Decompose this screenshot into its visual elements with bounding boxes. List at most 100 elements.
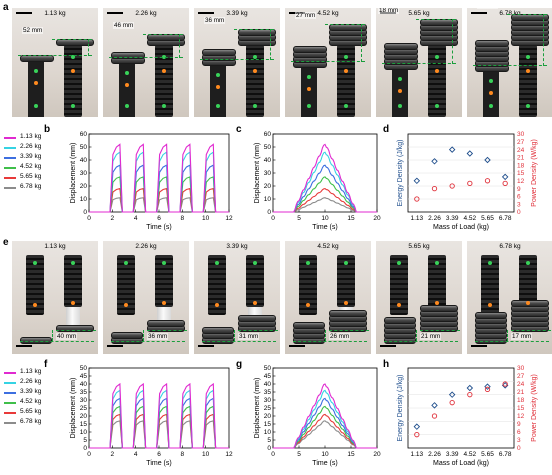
x-tick-label: 0	[87, 215, 91, 222]
gap-label: 46 mm	[113, 22, 135, 29]
gap-label: 26 mm	[329, 333, 351, 340]
y-tick-label: 40	[80, 157, 88, 164]
marker-green	[34, 69, 38, 73]
actuator-right	[246, 255, 264, 307]
x-tick-label: 2	[111, 215, 115, 222]
legend-top: 1.13 kg 2.26 kg 3.39 kg 4.52 kg 5.65 kg 6.78 …	[4, 133, 56, 195]
actuator-left	[117, 255, 135, 315]
measure-line	[329, 330, 369, 331]
marker-green	[306, 261, 310, 265]
measure-arrow	[52, 330, 53, 341]
measure-line	[56, 330, 96, 331]
right-tick-label: 21	[517, 155, 525, 162]
legend-swatch	[4, 372, 16, 374]
x-tick-label: 4	[134, 215, 138, 222]
marker-orange	[253, 301, 257, 305]
actuator-right	[428, 255, 446, 307]
marker-green	[398, 104, 402, 108]
x-axis-label: Time (s)	[312, 460, 337, 467]
marker-green	[216, 104, 220, 108]
power-point	[502, 381, 508, 387]
legend-item: 6.78 kg	[4, 183, 56, 193]
y-tick-label: 45	[264, 373, 272, 380]
actuator-right	[246, 45, 264, 117]
photo-a-4: 4.52 kg 27 mm	[285, 8, 371, 117]
measure-line	[234, 29, 274, 30]
energy-point	[466, 384, 474, 392]
photo-e-5: 5.65 kg 21 mm	[376, 241, 462, 354]
panel-label-e: e	[3, 237, 9, 248]
marker-orange	[162, 69, 166, 73]
power-point	[484, 178, 491, 184]
y-axis-label: Displacement (mm)	[254, 143, 261, 204]
y-tick-label: 15	[80, 421, 88, 428]
actuator-left	[210, 65, 226, 117]
marker-orange	[71, 69, 75, 73]
x-tick-label: 0	[271, 451, 275, 458]
right-tick-label: 30	[517, 365, 525, 372]
marker-green	[489, 79, 493, 83]
marker-orange	[344, 69, 348, 73]
scale-bar	[107, 345, 123, 347]
legend-swatch	[4, 392, 16, 394]
measure-line	[291, 61, 365, 62]
scale-bar	[471, 345, 487, 347]
right-tick-label: 0	[517, 209, 521, 216]
power-point	[414, 196, 420, 202]
x-tick-label: 20	[373, 451, 381, 458]
y-tick-label: 40	[264, 157, 272, 164]
chart-d-density-scatter: 1.13 2.26 3.39 4.52 5.65 6.78 0369121518212427…	[397, 131, 538, 231]
measure-arrow	[452, 19, 453, 64]
y-tick-label: 20	[80, 413, 88, 420]
actuator-right	[337, 255, 355, 307]
x-tick-label: 6	[157, 451, 161, 458]
legend-label: 6.78 kg	[20, 183, 42, 190]
measure-arrow	[88, 39, 89, 56]
gap-label: 52 mm	[22, 27, 44, 34]
legend-item: 1.13 kg	[4, 133, 56, 143]
actuator-right	[519, 45, 537, 117]
photo-e-4: 4.52 kg 26 mm	[285, 241, 371, 354]
weight-plate	[293, 46, 327, 53]
x-tick-label: 6.78	[499, 451, 512, 458]
y-tick-label: 60	[264, 131, 272, 138]
legend-item: 4.52 kg	[4, 163, 56, 173]
weight-plate	[329, 310, 367, 317]
marker-green	[216, 73, 220, 77]
right-tick-label: 6	[517, 429, 521, 436]
measure-line	[202, 341, 276, 342]
measure-arrow	[179, 34, 180, 58]
energy-point	[501, 173, 509, 181]
marker-orange	[124, 303, 128, 307]
panel-label-b: b	[44, 124, 51, 135]
actuator-left	[481, 255, 499, 315]
marker-orange	[71, 301, 75, 305]
y-tick-label: 10	[264, 429, 272, 436]
series-line-113	[89, 143, 229, 213]
legend-swatch	[4, 157, 16, 159]
photo-a-6: 6.78 kg11 mm	[467, 8, 552, 117]
panel-label-g: g	[236, 359, 243, 370]
measure-line	[20, 341, 94, 342]
actuator-right	[155, 255, 173, 307]
measure-line	[147, 330, 187, 331]
actuator-left	[301, 67, 317, 117]
x-tick-label: 8	[181, 451, 185, 458]
photo-e-2: 2.26 kg 36 mm	[103, 241, 189, 354]
actuator-left	[299, 255, 317, 315]
x-tick-label: 10	[321, 451, 329, 458]
marker-green	[435, 261, 439, 265]
marker-green	[124, 261, 128, 265]
marker-green	[253, 104, 257, 108]
marker-green	[344, 55, 348, 59]
measure-line	[384, 341, 458, 342]
legend-item: 3.39 kg	[4, 153, 56, 163]
legend-item: 2.26 kg	[4, 143, 56, 153]
x-axis-label: Mass of Load (kg)	[433, 224, 489, 231]
legend-swatch	[4, 147, 16, 149]
legend-swatch	[4, 402, 16, 404]
weight-plate	[384, 43, 418, 50]
y-tick-label: 20	[80, 183, 88, 190]
x-tick-label: 20	[373, 215, 381, 222]
right-tick-label: 9	[517, 421, 521, 428]
